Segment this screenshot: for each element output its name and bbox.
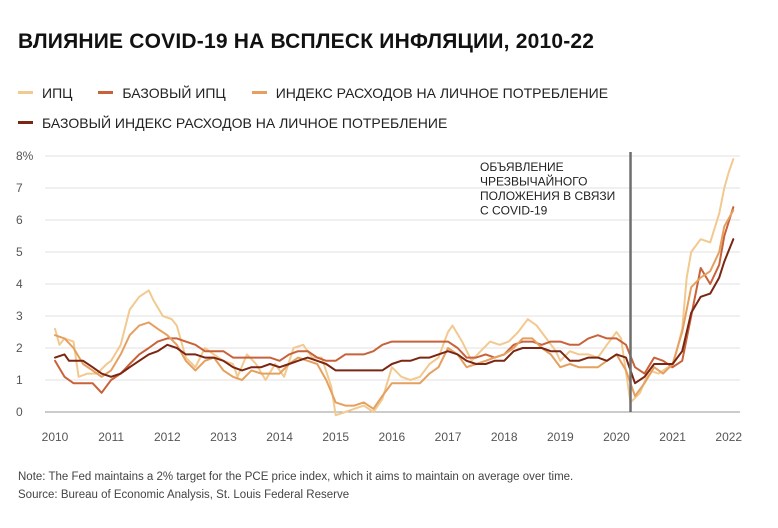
- series-line-1: [54, 206, 735, 394]
- legend-item-core-cpi: БАЗОВЫЙ ИПЦ: [98, 84, 226, 101]
- x-tick-label-2014: 2014: [266, 430, 293, 444]
- legend-item-cpi: ИПЦ: [18, 85, 72, 101]
- gridlines: [45, 155, 740, 413]
- y-axis-ticks: 0 1 2 3 4 5 6 7 8%: [16, 149, 34, 419]
- annotation-line-1: ЧРЕЗВЫЧАЙНОГО: [480, 174, 587, 189]
- x-tick-label-2019: 2019: [547, 430, 574, 444]
- series-line-2: [54, 209, 735, 410]
- series-line-3: [54, 238, 735, 385]
- y-tick-label-0: 0: [16, 405, 23, 419]
- footnote: Note: The Fed maintains a 2% target for …: [18, 471, 574, 483]
- source-note: Source: Bureau of Economic Analysis, St.…: [18, 489, 350, 501]
- y-tick-label-3: 3: [16, 309, 23, 323]
- legend-row-2: БАЗОВЫЙ ИНДЕКС РАСХОДОВ НА ЛИЧНОЕ ПОТРЕБ…: [18, 111, 469, 131]
- legend-row-1: ИПЦ БАЗОВЫЙ ИПЦ ИНДЕКС РАСХОДОВ НА ЛИЧНО…: [18, 81, 630, 101]
- x-tick-label-2017: 2017: [435, 430, 462, 444]
- x-axis-ticks: 2010 2011 2012 2013 2014 2015 2016 2017 2018 2019…: [42, 430, 743, 444]
- x-tick-label-2020: 2020: [603, 430, 630, 444]
- y-tick-label-5: 5: [16, 245, 23, 259]
- legend-item-core-pce: БАЗОВЫЙ ИНДЕКС РАСХОДОВ НА ЛИЧНОЕ ПОТРЕБ…: [18, 115, 447, 131]
- legend-swatch-pce: [251, 91, 267, 94]
- legend-label-pce: ИНДЕКС РАСХОДОВ НА ЛИЧНОЕ ПОТРЕБЛЕНИЕ: [275, 84, 609, 101]
- x-tick-label-2013: 2013: [210, 430, 237, 444]
- annotation-line-0: ОБЪЯВЛЕНИЕ: [480, 160, 564, 174]
- chart-title: ВЛИЯНИЕ COVID-19 НА ВСПЛЕСК ИНФЛЯЦИИ, 20…: [18, 30, 595, 53]
- y-tick-label-4: 4: [16, 277, 23, 291]
- y-tick-label-7: 7: [16, 181, 23, 195]
- series-line-0: [54, 158, 735, 417]
- y-tick-label-8: 8%: [16, 149, 34, 163]
- y-tick-label-6: 6: [16, 213, 23, 227]
- legend-item-pce: ИНДЕКС РАСХОДОВ НА ЛИЧНОЕ ПОТРЕБЛЕНИЕ: [251, 84, 609, 101]
- x-tick-label-2018: 2018: [491, 430, 518, 444]
- legend-label-core-pce: БАЗОВЫЙ ИНДЕКС РАСХОДОВ НА ЛИЧНОЕ ПОТРЕБ…: [42, 114, 448, 131]
- y-tick-label-2: 2: [16, 341, 23, 355]
- legend-swatch-core-cpi: [98, 91, 114, 94]
- y-tick-label-1: 1: [16, 373, 23, 387]
- legend-swatch-cpi: [18, 91, 33, 94]
- legend-label-core-cpi: БАЗОВЫЙ ИПЦ: [122, 84, 226, 101]
- annotation-line-3: С COVID-19: [480, 204, 548, 218]
- legend-label-cpi: ИПЦ: [42, 84, 73, 101]
- x-tick-label-2022: 2022: [715, 430, 742, 444]
- x-tick-label-2012: 2012: [154, 430, 181, 444]
- legend-swatch-core-pce: [18, 121, 33, 124]
- annotation-line-2: ПОЛОЖЕНИЯ В СВЯЗИ: [480, 189, 615, 203]
- x-tick-label-2010: 2010: [42, 430, 69, 444]
- x-tick-label-2011: 2011: [98, 430, 124, 444]
- x-tick-label-2015: 2015: [322, 430, 349, 444]
- series-lines: [54, 158, 735, 417]
- x-tick-label-2021: 2021: [659, 430, 686, 444]
- x-tick-label-2016: 2016: [379, 430, 406, 444]
